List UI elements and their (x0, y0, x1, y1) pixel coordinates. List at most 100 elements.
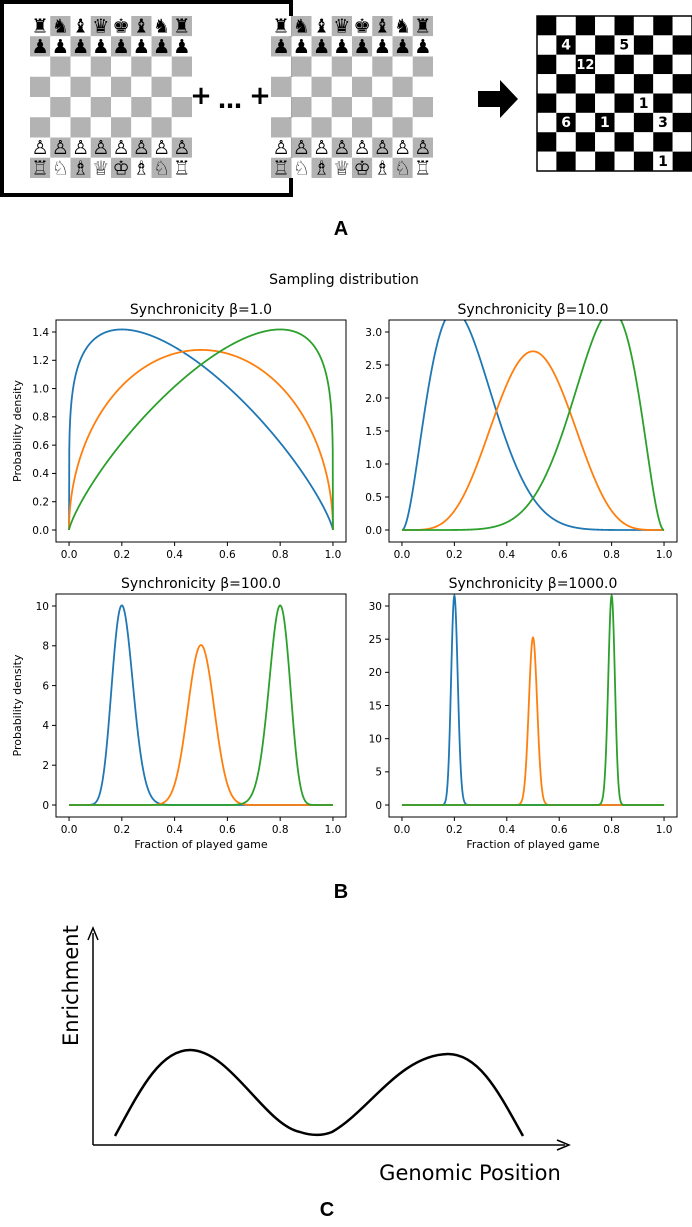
visit-count-label: 4 (561, 38, 571, 54)
chess-piece-icon: ♟ (333, 35, 350, 58)
y-tick-label: 10 (369, 733, 382, 745)
chess-piece-icon: ♙ (173, 136, 190, 159)
chess-piece-icon: ♙ (293, 136, 310, 159)
board-square (352, 117, 373, 138)
count-board-square (556, 74, 576, 94)
board-square (50, 36, 71, 57)
board-square (291, 157, 312, 178)
count-board-square (556, 112, 576, 133)
x-tick-label: 0.8 (272, 824, 289, 836)
chess-piece-icon: ♘ (52, 156, 69, 179)
chess-piece-icon: ♝ (72, 15, 89, 38)
board-square (111, 56, 132, 77)
density-curve-mode-0.5 (401, 636, 665, 806)
axes-frame (388, 593, 678, 818)
chess-piece-icon: ♖ (173, 156, 190, 179)
y-tick-label: 1.0 (32, 383, 49, 395)
board-square (50, 137, 71, 158)
board-square (151, 157, 172, 178)
board-square (311, 36, 332, 57)
board-square (131, 117, 152, 138)
y-tick-label: 0 (42, 800, 49, 812)
chess-piece-icon: ♚ (113, 15, 130, 38)
count-board-square (537, 74, 557, 94)
chess-piece-icon: ♝ (374, 15, 391, 38)
chess-piece-icon: ♙ (354, 136, 371, 159)
board-square (352, 97, 373, 118)
y-tick-label: 8 (42, 641, 49, 653)
subplot-title: Synchronicity β=100.0 (121, 576, 281, 592)
board-square (30, 137, 51, 158)
chess-piece-icon: ♗ (313, 156, 330, 179)
count-board-square (537, 54, 557, 75)
board-square (90, 36, 111, 57)
board-square (352, 16, 373, 37)
board-square (131, 137, 152, 158)
count-board-square (653, 54, 673, 75)
subplot-title: Synchronicity β=1000.0 (449, 576, 618, 592)
count-board-square (614, 93, 634, 113)
chess-piece-icon: ♙ (333, 136, 350, 159)
visit-count-label: 3 (658, 115, 668, 131)
count-board-square (672, 54, 692, 75)
board-square (131, 157, 152, 178)
count-board-square (595, 132, 615, 152)
count-board-square (633, 74, 654, 94)
count-board-square (653, 93, 673, 113)
board-square (70, 36, 91, 57)
chess-piece-icon: ♞ (153, 15, 170, 38)
count-board-square (595, 93, 615, 113)
board-square (30, 76, 51, 97)
board-square (171, 137, 192, 158)
density-curve-mode-0.8 (68, 328, 334, 531)
y-tick-label: 0 (375, 800, 382, 812)
board-square (291, 137, 312, 158)
board-square (171, 97, 192, 118)
x-tick-label: 0.6 (551, 549, 568, 561)
count-board-square (556, 35, 576, 55)
count-board-square (672, 74, 692, 94)
count-board-square (633, 151, 654, 171)
board-square (30, 16, 51, 37)
right-arrow-icon (478, 80, 518, 118)
starting-board-right: ♜ ♞ ♝ ♛ ♚ ♝ ♞ ♜♟ ♟ ♟ ♟ ♟ ♟ ♟ ♟♙ ♙ ♙ ♙ ♙ ♙ ♙ ♙♖ ♘ ♗ ♕ ♔ ♗ ♘ ♖ (271, 15, 433, 179)
chess-piece-icon: ♟ (173, 35, 190, 58)
board-square (412, 157, 433, 178)
chess-piece-icon: ♔ (113, 156, 130, 179)
count-board-square (575, 35, 596, 55)
y-tick-label: 20 (369, 667, 382, 679)
chess-piece-icon: ♙ (113, 136, 130, 159)
visit-count-label: 1 (639, 96, 649, 112)
chess-piece-icon: ♞ (293, 15, 310, 38)
board-square (171, 157, 192, 178)
x-tick-label: 0.6 (219, 549, 236, 561)
count-board-square (556, 132, 576, 152)
count-board-square (653, 35, 673, 55)
board-square (412, 36, 433, 57)
count-board-square (595, 54, 615, 75)
x-tick-label: 0.0 (61, 824, 78, 836)
board-square (372, 157, 393, 178)
chess-piece-icon: ♙ (52, 136, 69, 159)
board-square (372, 36, 393, 57)
count-board-border (536, 15, 692, 172)
plus-sign-right: + (249, 81, 271, 111)
board-square (392, 36, 413, 57)
board-square (331, 157, 352, 178)
board-square (50, 97, 71, 118)
count-board-square (537, 16, 557, 36)
count-board-square (595, 74, 615, 94)
chess-piece-icon: ♘ (153, 156, 170, 179)
panel-label-c: C (320, 1199, 334, 1221)
board-square (50, 16, 71, 37)
board-square (331, 16, 352, 37)
ellipsis: … (218, 86, 242, 114)
board-square (30, 157, 51, 178)
count-board-square (653, 132, 673, 152)
y-tick-label: 5 (375, 767, 382, 779)
x-tick-label: 0.4 (166, 824, 183, 836)
y-tick-label: 0.2 (32, 497, 49, 509)
chess-piece-icon: ♙ (72, 136, 89, 159)
board-square (271, 157, 292, 178)
